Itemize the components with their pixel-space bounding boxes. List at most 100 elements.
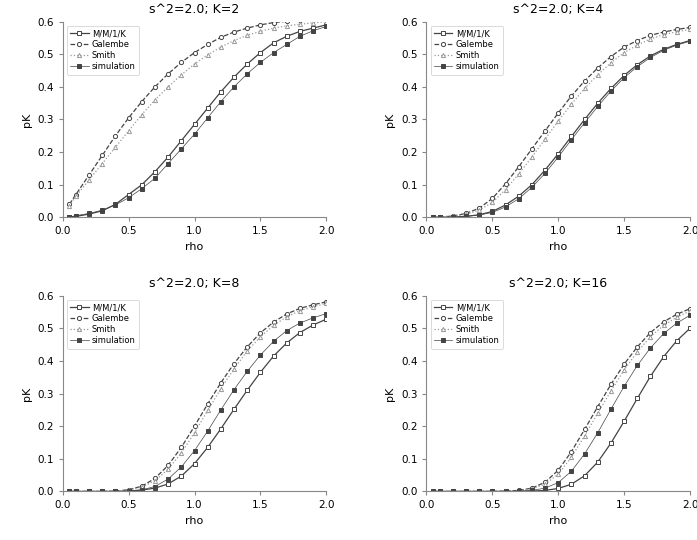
simulation [436, 488, 444, 495]
simulation [686, 38, 694, 44]
Smith [501, 186, 510, 193]
Galembe [256, 22, 265, 28]
Smith [137, 484, 146, 490]
M/M/1/K [309, 322, 317, 328]
simulation [309, 28, 317, 34]
simulation [230, 387, 238, 393]
Galembe [541, 479, 549, 485]
Line: Smith: Smith [431, 28, 692, 219]
Smith [567, 101, 576, 107]
Galembe [177, 59, 185, 66]
simulation [296, 320, 304, 326]
M/M/1/K [646, 373, 654, 380]
Galembe [72, 488, 80, 495]
simulation [528, 487, 536, 494]
Galembe [686, 306, 694, 312]
simulation [633, 63, 641, 70]
simulation [429, 488, 437, 495]
simulation [256, 59, 265, 66]
simulation [190, 447, 199, 454]
M/M/1/K [282, 33, 291, 39]
simulation [554, 154, 562, 160]
Smith [659, 31, 668, 38]
Smith [85, 177, 93, 183]
simulation [514, 195, 523, 202]
Galembe [270, 19, 278, 26]
simulation [514, 488, 523, 494]
Galembe [594, 65, 602, 71]
Galembe [673, 311, 681, 318]
Y-axis label: pK: pK [385, 387, 395, 401]
Smith [270, 322, 278, 328]
Smith [137, 111, 146, 118]
simulation [594, 429, 602, 436]
simulation [177, 464, 185, 470]
Galembe [282, 18, 291, 24]
Smith [686, 26, 694, 33]
Galembe [501, 488, 510, 494]
Smith [296, 307, 304, 314]
Smith [256, 28, 265, 35]
simulation [282, 327, 291, 334]
Galembe [65, 201, 73, 207]
simulation [112, 202, 120, 208]
Galembe [475, 488, 483, 495]
Smith [429, 488, 437, 495]
Smith [177, 450, 185, 456]
simulation [270, 49, 278, 56]
Line: Smith: Smith [67, 301, 328, 494]
M/M/1/K [230, 74, 238, 80]
Smith [554, 471, 562, 477]
M/M/1/K [204, 444, 212, 450]
Smith [65, 202, 73, 209]
Galembe [164, 71, 172, 77]
Smith [190, 61, 199, 68]
Galembe [72, 191, 80, 198]
Title: s^2=2.0; K=4: s^2=2.0; K=4 [513, 3, 604, 16]
M/M/1/K [673, 41, 681, 48]
Galembe [620, 44, 628, 50]
M/M/1/K [65, 214, 73, 220]
X-axis label: rho: rho [549, 516, 567, 526]
Legend: M/M/1/K, Galembe, Smith, simulation: M/M/1/K, Galembe, Smith, simulation [431, 300, 503, 349]
M/M/1/K [164, 481, 172, 487]
simulation [282, 41, 291, 48]
Galembe [85, 488, 93, 495]
simulation [567, 137, 576, 143]
M/M/1/K [322, 22, 330, 28]
M/M/1/K [659, 46, 668, 52]
simulation [488, 488, 496, 495]
M/M/1/K [620, 418, 628, 424]
simulation [72, 212, 80, 219]
Smith [243, 32, 252, 38]
Galembe [125, 114, 133, 121]
M/M/1/K [646, 52, 654, 59]
Smith [673, 29, 681, 35]
M/M/1/K [85, 488, 93, 495]
X-axis label: rho: rho [185, 516, 204, 526]
Galembe [137, 98, 146, 105]
M/M/1/K [501, 202, 510, 208]
simulation [72, 488, 80, 495]
simulation [462, 488, 470, 495]
simulation [436, 214, 444, 220]
Smith [282, 314, 291, 320]
Smith [164, 466, 172, 472]
Smith [462, 211, 470, 218]
simulation [85, 210, 93, 217]
M/M/1/K [554, 485, 562, 492]
simulation [567, 468, 576, 475]
simulation [322, 310, 330, 317]
Galembe [488, 195, 496, 201]
simulation [270, 338, 278, 345]
Y-axis label: pK: pK [22, 112, 31, 126]
simulation [164, 476, 172, 482]
simulation [217, 98, 225, 105]
Galembe [429, 488, 437, 495]
Smith [282, 23, 291, 29]
simulation [243, 71, 252, 77]
M/M/1/K [230, 406, 238, 413]
Line: Galembe: Galembe [67, 300, 328, 494]
M/M/1/K [190, 461, 199, 467]
Smith [112, 144, 120, 151]
